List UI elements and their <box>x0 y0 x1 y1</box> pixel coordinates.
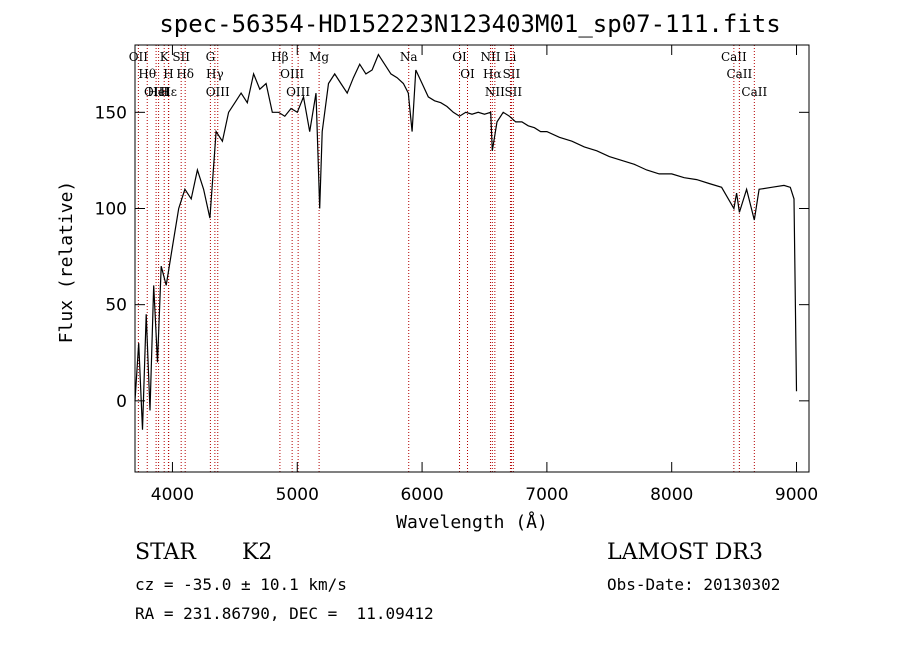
spectral-line-label: CaII <box>721 50 747 64</box>
spectral-line-label: SII <box>503 67 521 81</box>
x-tick-label: 6000 <box>400 485 443 505</box>
chart-title: spec-56354-HD152223N123403M01_sp07-111.f… <box>159 10 780 38</box>
spectral-line-label: Hθ <box>138 67 156 81</box>
x-tick-label: 4000 <box>151 485 194 505</box>
axis-ticks: 4000 5000 6000 7000 8000 9000 0 50 100 150 <box>95 45 818 505</box>
spectral-line-label: OIII <box>206 85 230 99</box>
y-tick-label: 150 <box>95 103 127 123</box>
spectral-line-label: NII <box>480 50 500 64</box>
x-tick-label: 9000 <box>775 485 818 505</box>
y-axis-label: Flux (relative) <box>56 181 77 344</box>
spectral-line-label: H <box>163 67 173 81</box>
spectral-line-label: Mg <box>309 50 329 64</box>
x-tick-label: 7000 <box>525 485 568 505</box>
spectral-line-label: Hγ <box>206 67 224 81</box>
spectral-line-label: Hε <box>160 85 177 99</box>
spectral-line-label: Li <box>505 50 517 64</box>
spectral-line-label: NII <box>485 85 505 99</box>
flux-series-line <box>134 53 798 430</box>
object-class: STAR <box>135 540 196 565</box>
spectral-line-label: OIII <box>286 85 310 99</box>
spectral-line-label: Hα <box>483 67 502 81</box>
x-axis-label: Wavelength (Å) <box>396 511 548 533</box>
x-tick-label: 5000 <box>276 485 319 505</box>
spectral-line-label: OI <box>460 67 475 81</box>
spectral-line-label: OIII <box>144 85 168 99</box>
spectral-line-label: Na <box>400 50 418 64</box>
coordinates-readout: RA = 231.86790, DEC = 11.09412 <box>135 604 434 623</box>
spectral-line-label: OI <box>452 50 467 64</box>
survey-name: LAMOST DR3 <box>607 540 763 565</box>
x-tick-label: 8000 <box>650 485 693 505</box>
spectral-line-label: SII <box>172 50 190 64</box>
object-subclass: K2 <box>242 540 273 565</box>
plot-frame <box>134 44 810 473</box>
observation-date: Obs-Date: 20130302 <box>607 575 781 594</box>
spectral-line-label: Hβ <box>271 50 288 64</box>
spectral-line-label: OIII <box>280 67 304 81</box>
spectral-line-label: G <box>206 50 216 64</box>
spectral-line-label: SII <box>504 85 522 99</box>
spectral-line-label: Hδ <box>176 67 194 81</box>
emission-line-markers: OIIHθOIIIHeIKHHεSIIHδGHγOIIIHβOIIIOIIIMg… <box>129 45 767 472</box>
redshift-readout: cz = -35.0 ± 10.1 km/s <box>135 575 347 594</box>
spectral-line-label: OII <box>129 50 149 64</box>
y-tick-label: 50 <box>105 296 127 316</box>
y-tick-label: 100 <box>95 199 127 219</box>
spectral-line-label: HeI <box>147 85 170 99</box>
spectral-line-label: CaII <box>726 67 752 81</box>
y-tick-label: 0 <box>116 392 127 412</box>
spectral-line-label: K <box>160 50 170 64</box>
spectral-line-label: CaII <box>741 85 767 99</box>
